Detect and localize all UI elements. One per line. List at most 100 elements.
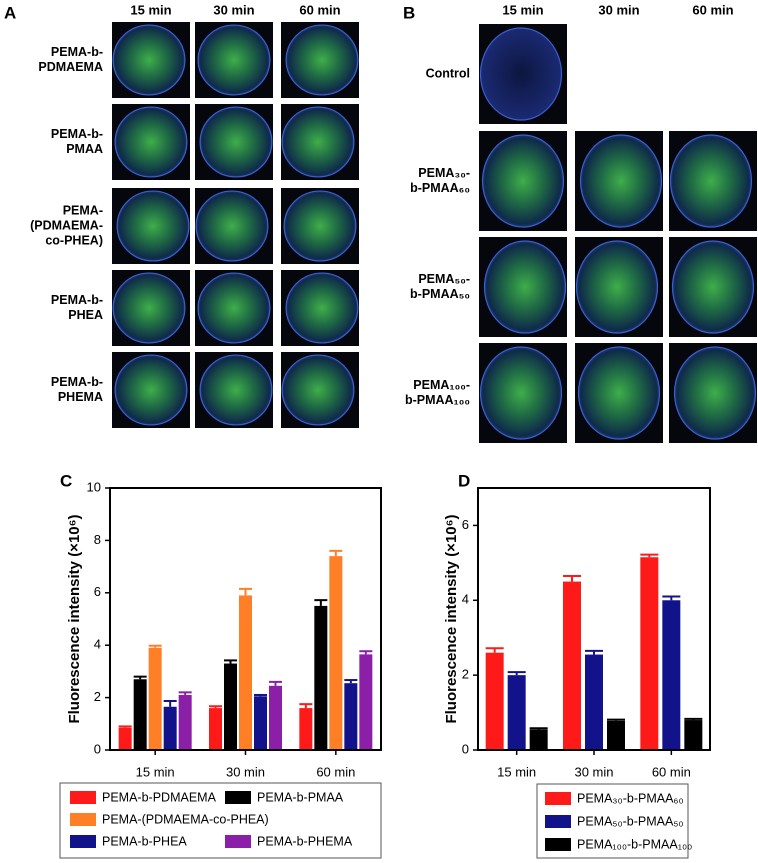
- legend-swatch: [70, 791, 96, 804]
- legend-label: PEMA-b-PHEMA: [257, 834, 353, 848]
- bar: [118, 727, 132, 750]
- bar: [178, 694, 192, 750]
- bar: [314, 605, 328, 750]
- tissue: [197, 24, 271, 96]
- row-label: PMAA: [66, 142, 103, 156]
- y-axis-label: Fluorescence intensity (×10⁶): [443, 514, 460, 723]
- bar: [209, 708, 222, 750]
- column-header: 60 min: [299, 2, 340, 17]
- legend-label: PEMA-(PDMAEMA-co-PHEA): [102, 812, 269, 826]
- legend-label: PEMA₃₀-b-PMAA₆₀: [577, 791, 684, 805]
- tissue: [671, 240, 755, 334]
- bar: [224, 663, 237, 750]
- tissue: [577, 346, 661, 440]
- bar: [563, 581, 581, 750]
- row-label: PEMA₁₀₀-: [413, 378, 470, 392]
- row-label: PDMAEMA: [38, 60, 103, 74]
- plot-frame: [109, 487, 382, 751]
- bar: [133, 679, 147, 750]
- tissue: [112, 272, 186, 344]
- tissue: [483, 240, 567, 334]
- tissue: [197, 272, 271, 344]
- legend-swatch: [545, 838, 571, 851]
- row-label: b-PMAA₁₀₀: [405, 393, 470, 407]
- tissue: [669, 134, 753, 228]
- tissue: [479, 346, 563, 440]
- bar: [640, 557, 659, 750]
- y-tick-label: 8: [94, 532, 101, 547]
- bar: [239, 595, 252, 750]
- tissue: [285, 272, 359, 344]
- panel-label: D: [458, 471, 470, 490]
- row-label: Control: [426, 66, 470, 80]
- plot-frame: [477, 487, 711, 751]
- bar: [607, 720, 625, 750]
- legend-swatch: [70, 813, 96, 826]
- bar: [359, 654, 373, 750]
- legend-swatch: [545, 792, 571, 805]
- bar: [269, 685, 282, 750]
- tissue: [281, 106, 355, 178]
- row-label: PHEMA: [58, 390, 103, 404]
- y-tick-label: 4: [462, 592, 469, 607]
- bar: [329, 556, 343, 750]
- row-label: b-PMAA₅₀: [410, 287, 470, 301]
- column-header: 30 min: [598, 2, 639, 17]
- row-label: PEMA-b-: [51, 375, 103, 389]
- legend-label: PEMA₅₀-b-PMAA₅₀: [577, 814, 684, 828]
- row-label: PEMA-b-: [51, 45, 103, 59]
- bar: [163, 706, 177, 750]
- legend-label: PEMA-b-PDMAEMA: [102, 790, 217, 804]
- x-tick-label: 60 min: [652, 764, 691, 779]
- bar: [299, 708, 313, 750]
- legend-label: PEMA-b-PHEA: [102, 834, 187, 848]
- x-tick-label: 30 min: [226, 764, 265, 779]
- row-label: b-PMAA₆₀: [410, 181, 470, 195]
- row-label: co-PHEA): [45, 233, 103, 247]
- y-tick-label: 10: [87, 479, 101, 494]
- bar: [148, 647, 162, 750]
- y-tick-label: 0: [462, 741, 469, 756]
- tissue: [283, 190, 357, 262]
- column-header: 15 min: [502, 2, 543, 17]
- y-tick-label: 4: [94, 637, 101, 652]
- tissue: [285, 24, 359, 96]
- legend-label: PEMA-b-PMAA: [257, 790, 344, 804]
- column-header: 30 min: [213, 2, 254, 17]
- tissue: [199, 106, 273, 178]
- tissue: [112, 24, 186, 96]
- legend-label: PEMA₁₀₀-b-PMAA₁₀₀: [577, 837, 692, 851]
- panel-label: B: [403, 3, 415, 22]
- x-tick-label: 30 min: [574, 764, 613, 779]
- tissue: [281, 354, 355, 426]
- row-label: (PDMAEMA-: [30, 218, 103, 232]
- bar: [529, 729, 548, 750]
- bar: [485, 652, 504, 750]
- y-tick-label: 6: [462, 517, 469, 532]
- bar: [254, 696, 267, 750]
- tissue: [575, 240, 659, 334]
- row-label: PEMA₃₀-: [418, 166, 470, 180]
- y-tick-label: 2: [462, 667, 469, 682]
- tissue: [114, 354, 188, 426]
- row-label: PEMA-b-: [51, 127, 103, 141]
- x-tick-label: 15 min: [497, 764, 536, 779]
- bar: [585, 654, 603, 750]
- x-tick-label: 60 min: [316, 764, 355, 779]
- panel-label: C: [60, 471, 72, 490]
- bar: [507, 675, 526, 750]
- bar: [344, 683, 358, 750]
- legend-box: [536, 783, 689, 859]
- tissue: [481, 134, 565, 228]
- tissue: [114, 106, 188, 178]
- y-tick-label: 0: [94, 741, 101, 756]
- legend-swatch: [225, 791, 251, 804]
- legend-swatch: [70, 835, 96, 848]
- legend-swatch: [545, 815, 571, 828]
- tissue: [479, 27, 563, 121]
- row-label: PEMA-: [63, 203, 103, 217]
- column-header: 15 min: [130, 2, 171, 17]
- tissue: [673, 346, 757, 440]
- legend-swatch: [225, 835, 251, 848]
